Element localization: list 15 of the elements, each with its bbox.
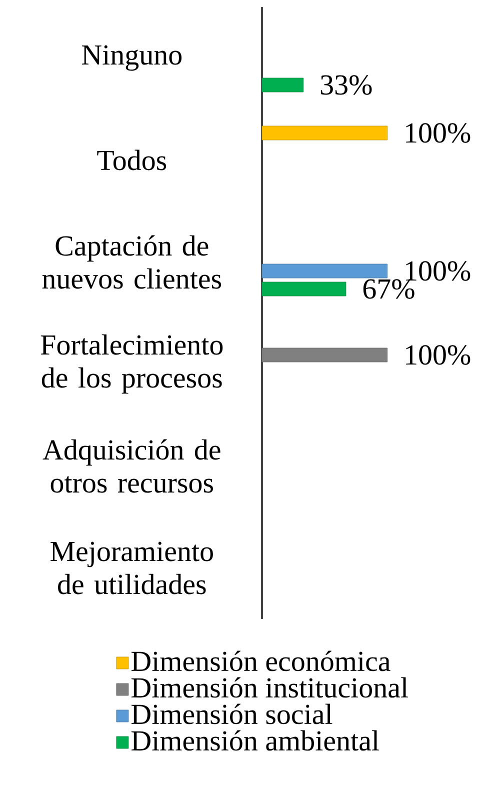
data-label: 100% — [406, 261, 470, 281]
y-tick-label: Todos — [97, 150, 166, 170]
legend-label: Dimensión económica — [131, 650, 390, 672]
y-tick-label: Captación de nuevos clientes — [42, 235, 222, 289]
y-tick-label: Adquisición de otros recursos — [42, 439, 220, 493]
legend-label: Dimensión social — [131, 704, 332, 724]
y-tick-label: Fortalecimiento de los procesos — [40, 334, 223, 394]
legend-label: Dimensión ambiental — [131, 730, 379, 751]
data-label: 67% — [363, 279, 414, 299]
legend-label: Dimensión institucional — [131, 677, 408, 698]
y-tick-label: Mejoramiento de utilidades — [50, 542, 213, 594]
data-label: 100% — [406, 123, 470, 143]
data-label: 100% — [406, 345, 470, 365]
y-tick-label: Ninguno — [82, 45, 182, 71]
data-label: 33% — [320, 75, 372, 95]
